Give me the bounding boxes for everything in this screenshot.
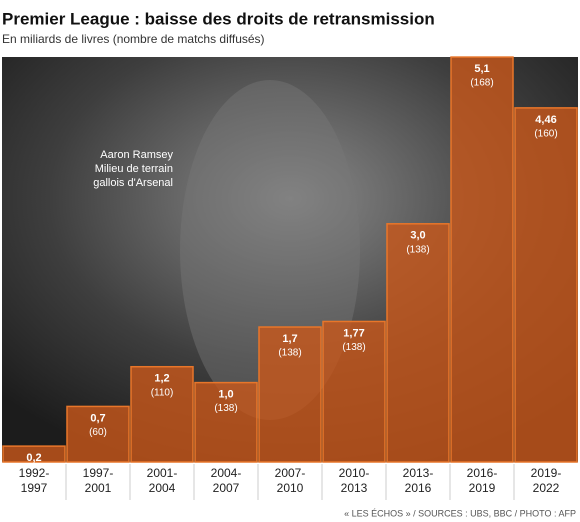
- bar: [386, 223, 450, 463]
- bar: [450, 56, 514, 463]
- match-label: (60): [25, 467, 43, 478]
- bar: [514, 107, 578, 463]
- x-tick-label: 1992-1997: [18, 466, 50, 495]
- value-label: 1,77: [343, 327, 364, 339]
- x-tick-label: 2004-2007: [210, 466, 242, 495]
- annotation: gallois d'Arsenal: [93, 177, 173, 189]
- value-label: 0,7: [90, 412, 105, 424]
- bar: [322, 320, 386, 463]
- bar: [2, 445, 66, 463]
- x-tick-label: 2007-2010: [274, 466, 306, 495]
- bar: [258, 326, 322, 463]
- annotation: Milieu de terrain: [95, 163, 173, 175]
- value-label: 0,2: [26, 452, 41, 464]
- value-label: 1,2: [154, 373, 169, 385]
- value-label: 1,7: [282, 333, 297, 345]
- match-label: (160): [534, 129, 557, 140]
- x-tick-label: 2001-2004: [146, 466, 178, 495]
- match-label: (60): [89, 427, 107, 438]
- match-label: (138): [342, 342, 365, 353]
- annotation: Aaron Ramsey: [100, 149, 173, 161]
- value-label: 1,0: [218, 389, 233, 401]
- bar: [66, 405, 130, 463]
- x-tick-label: 2010-2013: [338, 466, 370, 495]
- value-label: 3,0: [410, 230, 425, 242]
- value-label: 4,46: [535, 114, 556, 126]
- match-label: (168): [470, 78, 493, 89]
- value-label: 5,1: [474, 63, 489, 75]
- x-tick-label: 1997-2001: [82, 466, 114, 495]
- match-label: (138): [278, 348, 301, 359]
- x-tick-label: 2016-2019: [466, 466, 498, 495]
- match-label: (110): [151, 387, 174, 398]
- match-label: (138): [406, 244, 429, 255]
- source: « LES ÉCHOS » / SOURCES : UBS, BBC / PHO…: [344, 508, 576, 518]
- bar: [194, 381, 258, 463]
- chart-subtitle: En miliards de livres (nombre de matchs …: [2, 32, 265, 46]
- bar: [130, 365, 194, 463]
- match-label: (138): [214, 403, 237, 414]
- chart-title: Premier League : baisse des droits de re…: [2, 9, 435, 28]
- x-tick-label: 2019-2022: [530, 466, 562, 495]
- x-tick-label: 2013-2016: [402, 466, 434, 495]
